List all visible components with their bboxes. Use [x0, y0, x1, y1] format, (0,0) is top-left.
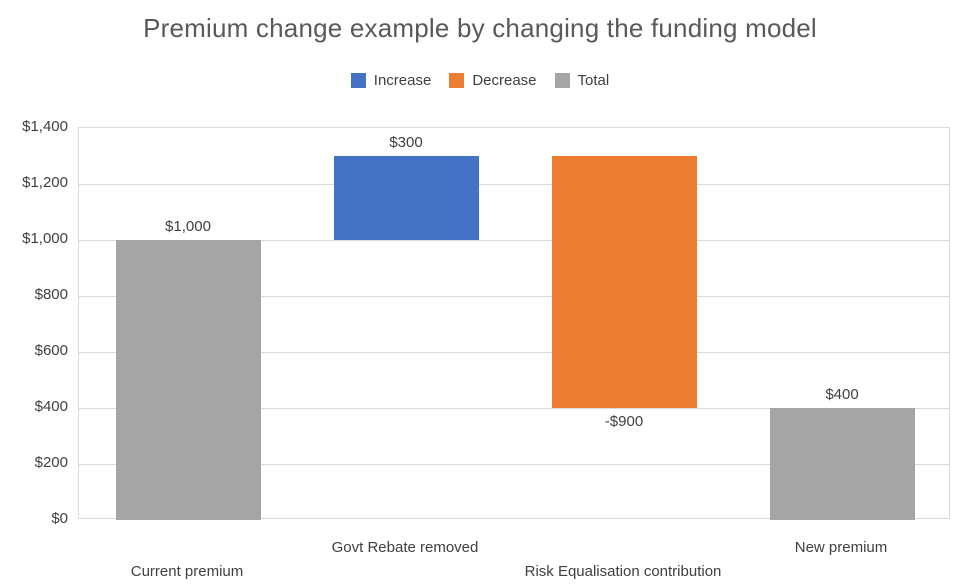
x-category-label-govt-rebate-removed: Govt Rebate removed	[331, 539, 479, 556]
y-tick-label: $1,000	[22, 230, 68, 247]
gridline	[79, 408, 949, 409]
legend-label: Increase	[373, 72, 432, 89]
legend-label: Decrease	[472, 72, 537, 89]
legend-item-decrease: Decrease	[449, 72, 537, 89]
y-tick-label: $600	[34, 342, 68, 359]
legend-item-increase: Increase	[350, 72, 432, 89]
gridline	[79, 296, 949, 297]
gridline	[79, 464, 949, 465]
data-label-risk-equalisation-contribution: -$900	[604, 413, 644, 430]
bar-new-premium	[769, 408, 915, 520]
y-tick-label: $200	[34, 454, 68, 471]
plot-area: $1,000 $300 -$900 $400	[78, 127, 950, 520]
x-category-label-risk-equalisation-contribution: Risk Equalisation contribution	[524, 563, 722, 580]
legend-label: Total	[577, 72, 610, 89]
legend: Increase Decrease Total	[0, 72, 960, 89]
bar-risk-equalisation-contribution	[551, 156, 697, 408]
y-axis: $0 $200 $400 $600 $800 $1,000 $1,200 $1,400	[0, 118, 68, 527]
y-tick-label: $400	[34, 398, 68, 415]
bar-govt-rebate-removed	[333, 156, 479, 240]
data-label-current-premium: $1,000	[165, 218, 211, 235]
x-axis: Current premium Govt Rebate removed Risk E…	[78, 519, 950, 585]
gridline	[79, 184, 949, 185]
legend-swatch-total	[554, 73, 570, 88]
legend-item-total: Total	[554, 72, 610, 89]
legend-swatch-decrease	[449, 73, 465, 88]
y-tick-label: $1,200	[22, 174, 68, 191]
y-tick-label: $800	[34, 286, 68, 303]
y-tick-label: $0	[51, 510, 68, 527]
gridline	[79, 352, 949, 353]
x-category-label-new-premium: New premium	[794, 539, 888, 556]
bar-current-premium	[115, 240, 261, 520]
legend-swatch-increase	[350, 73, 366, 88]
data-label-govt-rebate-removed: $300	[389, 134, 423, 151]
gridline	[79, 240, 949, 241]
chart-title: Premium change example by changing the f…	[143, 13, 817, 43]
y-tick-label: $1,400	[22, 118, 68, 135]
data-label-new-premium: $400	[825, 386, 859, 403]
x-category-label-current-premium: Current premium	[130, 563, 244, 580]
